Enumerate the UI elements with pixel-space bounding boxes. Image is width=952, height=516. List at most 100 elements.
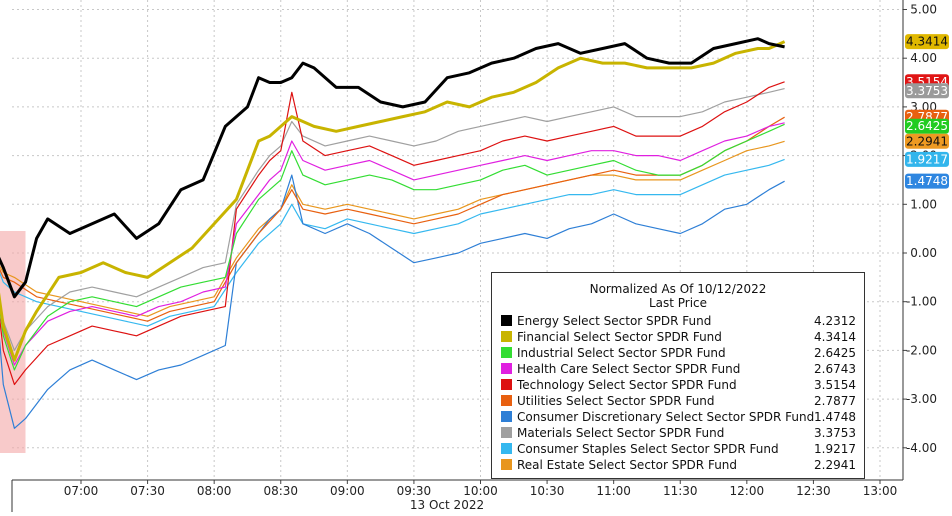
legend-label: Industrial Select Sector SPDR Fund bbox=[517, 346, 726, 360]
legend-swatch bbox=[501, 443, 512, 454]
last-price-tag: 2.6425 bbox=[905, 118, 949, 134]
x-tick-label: 09:30 bbox=[397, 484, 432, 498]
last-price-tag: 1.9217 bbox=[905, 151, 949, 167]
x-tick-label: 08:00 bbox=[197, 484, 232, 498]
y-tick-label: 1.00 bbox=[910, 197, 937, 211]
series-line bbox=[0, 158, 785, 327]
y-tick-label: 4.00 bbox=[910, 51, 937, 65]
series-line bbox=[0, 140, 785, 317]
x-tick-label: 10:30 bbox=[530, 484, 565, 498]
last-price-tag-bg bbox=[905, 173, 949, 189]
series-line bbox=[0, 174, 785, 429]
last-price-tag: 1.4748 bbox=[905, 173, 949, 189]
x-axis-tick-labels: 07:00 07:30 08:00 08:30 09:00 09:30 10:00 10:30… bbox=[64, 484, 898, 498]
x-tick-label: 07:00 bbox=[64, 484, 99, 498]
last-price-tag: 3.3753 bbox=[905, 83, 949, 99]
legend-item: Energy Select Sector SPDR Fund 4.2312 bbox=[492, 313, 864, 329]
y-tick-label: 5.00 bbox=[910, 3, 937, 17]
legend-item: Consumer Staples Select Sector SPDR Fund… bbox=[492, 441, 864, 457]
axes bbox=[11, 0, 904, 512]
legend-item: Health Care Select Sector SPDR Fund 2.674… bbox=[492, 361, 864, 377]
x-tick-label: 11:00 bbox=[596, 484, 631, 498]
legend-value: 3.5154 bbox=[814, 378, 856, 392]
last-price-tag-text: 1.9217 bbox=[906, 152, 948, 166]
last-price-tag: 4.3414 bbox=[905, 34, 949, 50]
x-tick-label: 13:00 bbox=[863, 484, 898, 498]
y-tick-label: 0.00 bbox=[910, 246, 937, 260]
legend-item: Consumer Discretionary Select Sector SPD… bbox=[492, 409, 864, 425]
x-tick-label: 08:30 bbox=[263, 484, 298, 498]
legend-label: Consumer Staples Select Sector SPDR Fund bbox=[517, 442, 779, 456]
legend-value: 4.2312 bbox=[814, 314, 856, 328]
legend-item: Real Estate Select Sector SPDR Fund 2.294… bbox=[492, 457, 864, 473]
legend-value: 2.6425 bbox=[814, 346, 856, 360]
legend-swatch bbox=[501, 459, 512, 470]
last-price-tags: 4.34143.51543.37532.78772.64252.29411.92… bbox=[905, 34, 949, 189]
last-price-tag-bg bbox=[905, 83, 949, 99]
y-tick-label: -3.00 bbox=[906, 392, 937, 406]
legend-value: 4.3414 bbox=[814, 330, 856, 344]
series-line bbox=[0, 81, 785, 386]
series-line bbox=[0, 37, 785, 299]
legend-value: 3.3753 bbox=[814, 426, 856, 440]
legend-entries: Energy Select Sector SPDR Fund 4.2312 Fina… bbox=[492, 313, 864, 473]
legend-value: 1.4748 bbox=[814, 410, 856, 424]
last-price-tag-text: 2.2941 bbox=[906, 134, 948, 148]
legend-label: Health Care Select Sector SPDR Fund bbox=[517, 362, 741, 376]
legend-swatch bbox=[501, 411, 512, 422]
y-tick-label: -1.00 bbox=[906, 295, 937, 309]
legend-label: Materials Select Sector SPDR Fund bbox=[517, 426, 725, 440]
last-price-tag: 2.2941 bbox=[905, 133, 949, 149]
legend-label: Financial Select Sector SPDR Fund bbox=[517, 330, 722, 344]
legend-value: 2.2941 bbox=[814, 458, 856, 472]
y-tick-label: -4.00 bbox=[906, 441, 937, 455]
last-price-tag-text: 1.4748 bbox=[906, 174, 948, 188]
x-tick-label: 12:00 bbox=[730, 484, 765, 498]
legend-label: Consumer Discretionary Select Sector SPD… bbox=[517, 410, 815, 424]
x-tick-label: 09:00 bbox=[330, 484, 365, 498]
series-lines bbox=[0, 37, 786, 429]
legend-swatch bbox=[501, 379, 512, 390]
x-tick-label: 07:30 bbox=[130, 484, 165, 498]
legend-item: Industrial Select Sector SPDR Fund 2.6425 bbox=[492, 345, 864, 361]
legend-label: Energy Select Sector SPDR Fund bbox=[517, 314, 712, 328]
y-axis-tick-labels: 5.004.003.002.001.000.00-1.00-2.00-3.00-… bbox=[906, 3, 937, 455]
x-tick-label: 12:30 bbox=[796, 484, 831, 498]
legend-value: 1.9217 bbox=[814, 442, 856, 456]
y-tick-label: -2.00 bbox=[906, 343, 937, 357]
date-label: 13 Oct 2022 bbox=[410, 498, 484, 512]
x-tick-label: 11:30 bbox=[663, 484, 698, 498]
legend-value: 2.7877 bbox=[814, 394, 856, 408]
legend-swatch bbox=[501, 363, 512, 374]
legend-item: Materials Select Sector SPDR Fund 3.3753 bbox=[492, 425, 864, 441]
legend-subtitle: Last Price bbox=[648, 296, 708, 310]
series-line bbox=[0, 116, 785, 322]
legend-item: Technology Select Sector SPDR Fund 3.5154 bbox=[492, 377, 864, 393]
series-line bbox=[0, 40, 786, 362]
last-price-tag-bg bbox=[905, 34, 949, 50]
last-price-tag-bg bbox=[905, 133, 949, 149]
legend-swatch bbox=[501, 347, 512, 358]
legend-title: Normalized As Of 10/12/2022 bbox=[589, 282, 767, 296]
legend-item: Financial Select Sector SPDR Fund 4.3414 bbox=[492, 329, 864, 345]
legend-value: 2.6743 bbox=[814, 362, 856, 376]
legend-label: Technology Select Sector SPDR Fund bbox=[517, 378, 737, 392]
last-price-tag-text: 2.6425 bbox=[906, 119, 948, 133]
last-price-tag-text: 4.3414 bbox=[906, 35, 948, 49]
last-price-tag-text: 3.3753 bbox=[906, 84, 948, 98]
series-line bbox=[0, 88, 785, 351]
legend-item: Utilities Select Sector SPDR Fund 2.7877 bbox=[492, 393, 864, 409]
legend-label: Utilities Select Sector SPDR Fund bbox=[517, 394, 715, 408]
series-line bbox=[0, 123, 785, 371]
legend-swatch bbox=[501, 427, 512, 438]
legend-swatch bbox=[501, 331, 512, 342]
legend-box: Normalized As Of 10/12/2022 Last Price E… bbox=[491, 272, 865, 479]
legend-swatch bbox=[501, 395, 512, 406]
x-tick-label: 10:00 bbox=[463, 484, 498, 498]
legend-label: Real Estate Select Sector SPDR Fund bbox=[517, 458, 738, 472]
last-price-tag-bg bbox=[905, 151, 949, 167]
series-line bbox=[0, 122, 785, 366]
last-price-tag-bg bbox=[905, 118, 949, 134]
